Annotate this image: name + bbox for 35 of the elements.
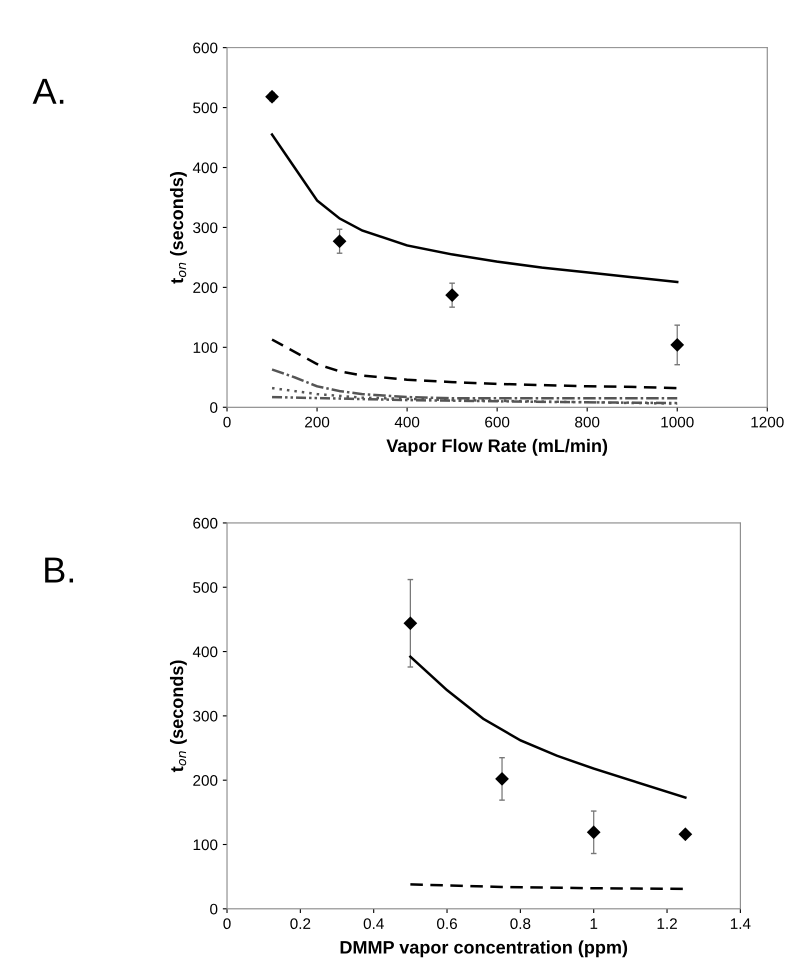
x-tick-label: 1.2 — [658, 918, 677, 929]
text: B. — [45, 558, 74, 582]
text: A. — [32, 78, 64, 104]
y-tick-label: 200 — [193, 775, 218, 786]
y-tick-label: 0 — [210, 904, 218, 915]
x-tick-label: 400 — [394, 416, 420, 428]
y-tick-label: 300 — [193, 222, 218, 234]
x-tick-label: 0.6 — [437, 918, 457, 930]
x-tick-label: 1000 — [661, 416, 694, 428]
x-tick-label: 1.4 — [730, 918, 751, 929]
x-tick-label: 0.4 — [364, 918, 384, 930]
x-tick-label: 1200 — [751, 416, 784, 428]
y-tick-label: 600 — [193, 42, 218, 54]
x-axis-title: Vapor Flow Rate (mL/min) — [386, 438, 608, 456]
y-tick-label: 600 — [193, 518, 218, 529]
y-tick-label: 400 — [192, 162, 218, 174]
y-axis-title: t$_{on}$ (seconds) — [170, 172, 187, 284]
y-axis-title: t$_{on}$ (seconds) — [170, 660, 187, 772]
y-tick-label: 500 — [193, 582, 218, 593]
x-tick-label: 200 — [305, 416, 330, 428]
x-tick-label: 0.2 — [290, 918, 310, 930]
y-tick-label: 0 — [210, 402, 218, 413]
x-axis-title: DMMP vapor concentration (ppm) — [340, 940, 628, 958]
x-tick-label: 1 — [590, 918, 598, 929]
x-tick-label: 800 — [575, 416, 600, 428]
y-tick-label: 400 — [192, 646, 218, 658]
y-tick-label: 100 — [194, 342, 218, 354]
y-tick-label: 100 — [194, 839, 218, 850]
x-tick-label: 0.8 — [510, 918, 530, 930]
y-tick-label: 300 — [193, 710, 218, 722]
y-tick-label: 200 — [193, 282, 218, 294]
y-tick-label: 500 — [193, 102, 218, 114]
x-tick-label: 600 — [485, 416, 510, 428]
x-tick-label: 0 — [223, 416, 231, 428]
x-tick-label: 0 — [223, 918, 231, 930]
